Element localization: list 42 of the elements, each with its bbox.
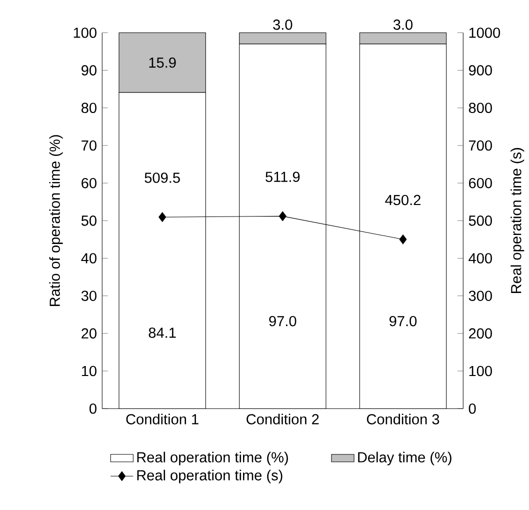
data-label: 15.9 bbox=[149, 58, 176, 68]
data-label: 97.0 bbox=[269, 316, 296, 326]
data-label: 97.0 bbox=[390, 316, 417, 326]
y2-tick-label: 200 bbox=[469, 328, 492, 339]
y2-tick-label: 900 bbox=[468, 65, 492, 76]
y2-tick-label: 800 bbox=[468, 102, 492, 114]
y2-tick-label: 600 bbox=[469, 178, 492, 188]
y-tick-label: 90 bbox=[82, 65, 96, 76]
point bbox=[399, 234, 407, 244]
y-tick-label: 80 bbox=[81, 102, 96, 114]
y-tick-label: 0 bbox=[90, 404, 96, 414]
y2-tick-label: 100 bbox=[469, 366, 492, 376]
x-tick-label: Condition 2 bbox=[246, 414, 319, 425]
data-label: 3.0 bbox=[393, 20, 413, 30]
y2-axis-title: Real operation time (s) bbox=[510, 148, 524, 294]
data-label: 84.1 bbox=[148, 328, 176, 338]
data-label: 511.9 bbox=[266, 172, 300, 182]
legend-label: Delay time (%) bbox=[358, 452, 452, 466]
y2-tick-label: 0 bbox=[468, 404, 476, 414]
y-tick-label: 50 bbox=[81, 216, 96, 226]
y-tick-label: 40 bbox=[81, 253, 96, 264]
y-tick-label: 100 bbox=[74, 28, 96, 38]
y2-tick-label: 300 bbox=[468, 290, 492, 302]
x-tick-label: Condition 3 bbox=[366, 414, 440, 425]
y-tick-label: 20 bbox=[82, 328, 96, 339]
data-label: 450.2 bbox=[385, 195, 420, 206]
y-tick-label: 60 bbox=[82, 178, 96, 188]
y-tick-label: 30 bbox=[81, 290, 96, 302]
data-label: 3.0 bbox=[273, 20, 292, 30]
legend-label: Real operation time (s) bbox=[137, 470, 282, 484]
legend-label: Real operation time (%) bbox=[137, 452, 288, 466]
y2-tick-label: 500 bbox=[468, 216, 492, 226]
y2-tick-label: 700 bbox=[469, 140, 492, 151]
y2-tick-label: 1000 bbox=[469, 28, 500, 38]
data-label: 509.5 bbox=[144, 172, 180, 183]
point bbox=[278, 211, 286, 222]
y-tick-label: 10 bbox=[82, 366, 96, 376]
point bbox=[158, 212, 166, 222]
x-tick-label: Condition 1 bbox=[126, 414, 198, 425]
y-axis-title: Ratio of operation time (%) bbox=[49, 135, 63, 306]
y2-tick-label: 400 bbox=[468, 253, 492, 264]
y-tick-label: 70 bbox=[82, 140, 96, 151]
